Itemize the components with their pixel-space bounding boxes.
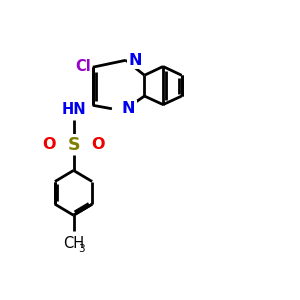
Text: CH: CH xyxy=(63,236,84,251)
Text: S: S xyxy=(67,136,80,154)
Text: HN: HN xyxy=(61,102,86,117)
Text: 3: 3 xyxy=(78,244,84,254)
Text: O: O xyxy=(91,137,105,152)
Text: O: O xyxy=(42,137,56,152)
Text: Cl: Cl xyxy=(75,58,91,74)
Text: N: N xyxy=(122,101,135,116)
Text: N: N xyxy=(128,53,142,68)
